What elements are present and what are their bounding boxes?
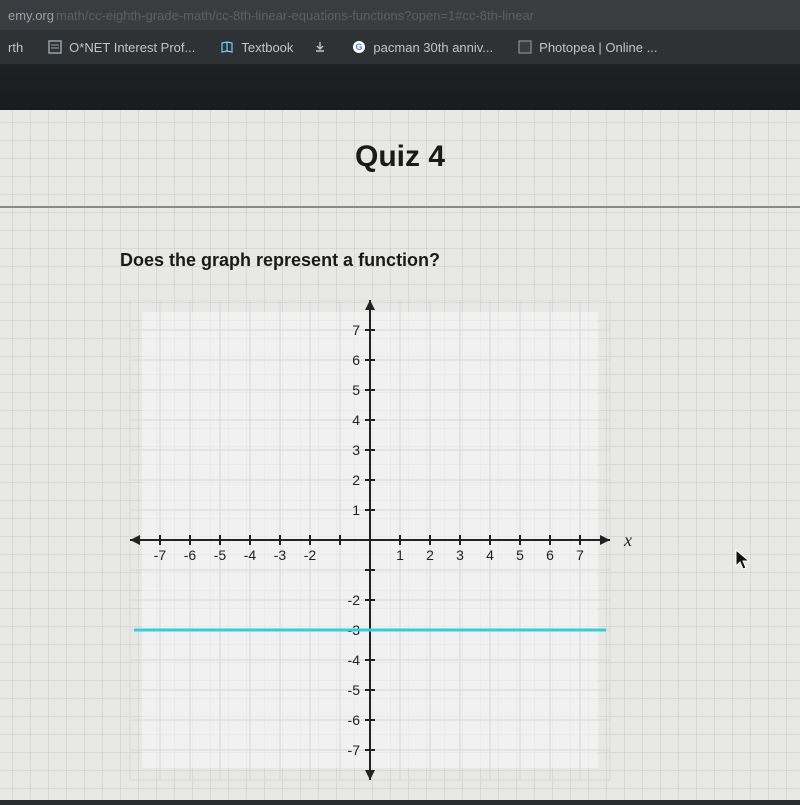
bookmark-rth[interactable]: rth (8, 30, 23, 64)
svg-text:7: 7 (576, 547, 584, 563)
svg-text:4: 4 (486, 547, 494, 563)
horizontal-divider (0, 206, 800, 208)
google-icon: G (351, 39, 367, 55)
bookmark-photopea[interactable]: Photopea | Online ... (517, 30, 657, 64)
bookmark-label: pacman 30th anniv... (373, 40, 493, 55)
cursor-icon (734, 548, 752, 572)
svg-text:3: 3 (456, 547, 464, 563)
svg-text:6: 6 (352, 352, 360, 368)
svg-text:-7: -7 (154, 547, 167, 563)
page-icon (517, 39, 533, 55)
graph-svg: -7-6-5-4-3-212345671234567-2-3-4-5-6-7xy (90, 300, 650, 800)
svg-text:-4: -4 (244, 547, 257, 563)
bookmark-onet[interactable]: O*NET Interest Prof... (47, 30, 195, 64)
svg-text:2: 2 (352, 472, 360, 488)
svg-text:G: G (356, 42, 363, 52)
svg-text:6: 6 (546, 547, 554, 563)
svg-text:5: 5 (352, 382, 360, 398)
download-icon[interactable] (313, 40, 327, 54)
url-host: emy.org (8, 8, 54, 23)
svg-text:2: 2 (426, 547, 434, 563)
svg-text:-2: -2 (348, 592, 361, 608)
svg-text:-5: -5 (214, 547, 227, 563)
svg-text:7: 7 (352, 322, 360, 338)
page-icon (47, 39, 63, 55)
svg-text:-6: -6 (348, 712, 361, 728)
svg-text:-7: -7 (348, 742, 361, 758)
question-text: Does the graph represent a function? (120, 250, 440, 271)
dark-header-strip (0, 64, 800, 110)
bookmark-pacman[interactable]: G pacman 30th anniv... (351, 30, 493, 64)
svg-text:-2: -2 (304, 547, 317, 563)
bookmarks-bar: rth O*NET Interest Prof... Textbook G pa… (0, 30, 800, 64)
bookmark-label: Textbook (241, 40, 293, 55)
svg-text:-4: -4 (348, 652, 361, 668)
svg-text:1: 1 (396, 547, 404, 563)
svg-text:3: 3 (352, 442, 360, 458)
svg-text:x: x (623, 530, 632, 550)
coordinate-graph: -7-6-5-4-3-212345671234567-2-3-4-5-6-7xy (90, 300, 650, 800)
svg-text:-6: -6 (184, 547, 197, 563)
svg-text:1: 1 (352, 502, 360, 518)
quiz-title: Quiz 4 (300, 140, 500, 174)
svg-text:5: 5 (516, 547, 524, 563)
bookmark-label: rth (8, 40, 23, 55)
bookmark-textbook[interactable]: Textbook (219, 30, 293, 64)
book-icon (219, 39, 235, 55)
svg-text:-5: -5 (348, 682, 361, 698)
url-path: math/cc-eighth-grade-math/cc-8th-linear-… (56, 8, 534, 23)
svg-text:4: 4 (352, 412, 360, 428)
bookmark-label: Photopea | Online ... (539, 40, 657, 55)
page-content: Quiz 4 Does the graph represent a functi… (0, 110, 800, 800)
bookmark-label: O*NET Interest Prof... (69, 40, 195, 55)
svg-text:-3: -3 (274, 547, 287, 563)
address-bar[interactable]: emy.org math/cc-eighth-grade-math/cc-8th… (0, 0, 800, 30)
